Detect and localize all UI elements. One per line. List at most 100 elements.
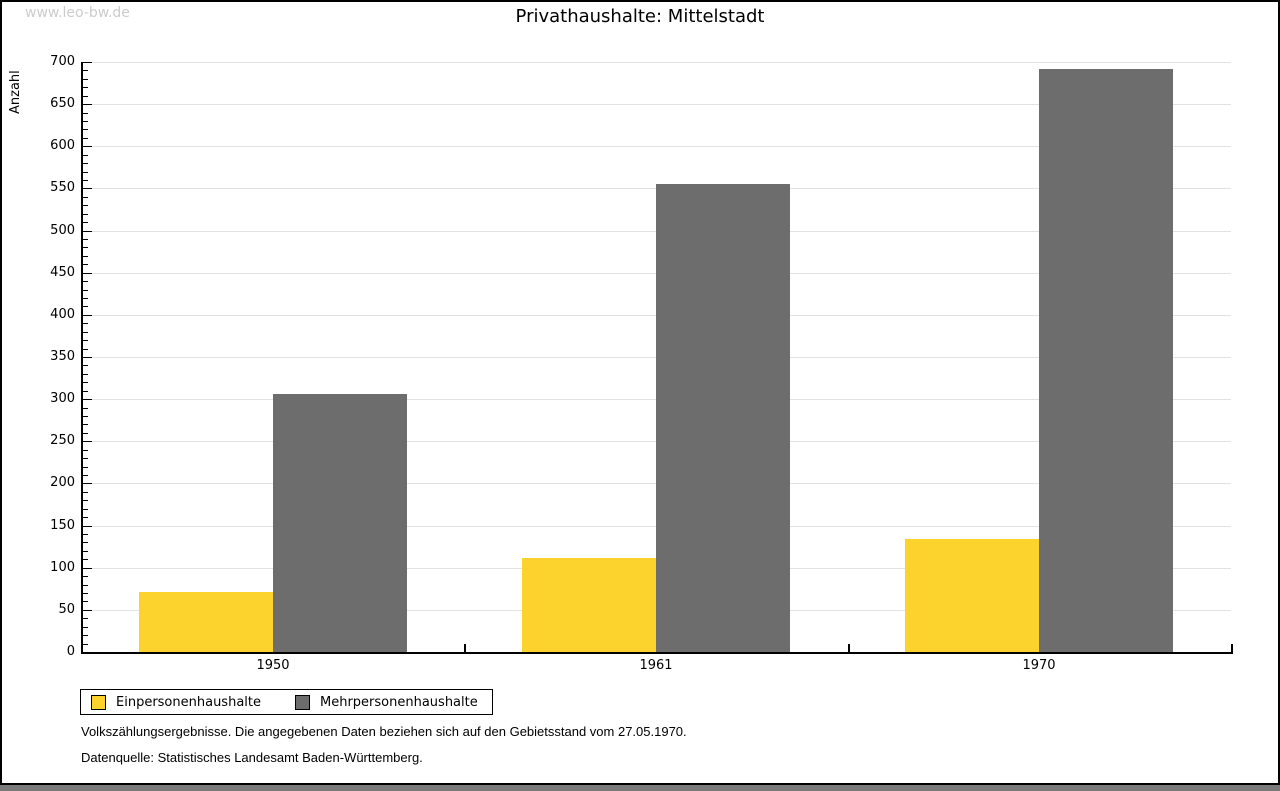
bar-mehrpersonenhaushalte-1950 bbox=[273, 394, 407, 652]
y-minor-tick bbox=[83, 239, 88, 240]
footnote-gebietsstand: Volkszählungsergebnisse. Die angegebenen… bbox=[81, 724, 687, 739]
x-axis-line bbox=[81, 652, 1233, 654]
y-major-tick bbox=[83, 568, 92, 569]
y-minor-tick bbox=[83, 323, 88, 324]
x-tick-label: 1961 bbox=[639, 658, 673, 673]
y-minor-tick bbox=[83, 509, 88, 510]
y-major-tick bbox=[83, 231, 92, 232]
y-minor-tick bbox=[83, 290, 88, 291]
y-minor-tick bbox=[83, 593, 88, 594]
y-minor-tick bbox=[83, 349, 88, 350]
watermark: www.leo-bw.de bbox=[25, 5, 130, 21]
y-minor-tick bbox=[83, 205, 88, 206]
y-tick-label: 600 bbox=[50, 138, 75, 153]
y-gridline bbox=[81, 146, 1231, 147]
y-gridline bbox=[81, 62, 1231, 63]
bar-mehrpersonenhaushalte-1970 bbox=[1039, 69, 1173, 652]
y-minor-tick bbox=[83, 222, 88, 223]
footnote-datenquelle: Datenquelle: Statistisches Landesamt Bad… bbox=[81, 750, 423, 765]
y-major-tick bbox=[83, 146, 92, 147]
y-minor-tick bbox=[83, 247, 88, 248]
y-minor-tick bbox=[83, 424, 88, 425]
y-tick-label: 0 bbox=[66, 644, 75, 659]
x-tick-label: 1950 bbox=[256, 658, 290, 673]
y-minor-tick bbox=[83, 585, 88, 586]
legend: Einpersonenhaushalte Mehrpersonenhaushalt… bbox=[80, 689, 493, 715]
y-minor-tick bbox=[83, 618, 88, 619]
bar-einpersonenhaushalte-1970 bbox=[905, 539, 1039, 652]
y-minor-tick bbox=[83, 576, 88, 577]
y-minor-tick bbox=[83, 391, 88, 392]
legend-label: Mehrpersonenhaushalte bbox=[320, 694, 478, 710]
y-minor-tick bbox=[83, 534, 88, 535]
y-minor-tick bbox=[83, 180, 88, 181]
y-tick-label: 200 bbox=[50, 475, 75, 490]
y-major-tick bbox=[83, 610, 92, 611]
y-major-tick bbox=[83, 441, 92, 442]
legend-item: Einpersonenhaushalte bbox=[91, 694, 261, 710]
y-tick-label: 650 bbox=[50, 96, 75, 111]
chart-title: Privathaushalte: Mittelstadt bbox=[515, 6, 765, 27]
y-minor-tick bbox=[83, 517, 88, 518]
y-tick-label: 400 bbox=[50, 307, 75, 322]
y-minor-tick bbox=[83, 138, 88, 139]
y-minor-tick bbox=[83, 340, 88, 341]
y-major-tick bbox=[83, 483, 92, 484]
y-major-tick bbox=[83, 526, 92, 527]
y-gridline bbox=[81, 104, 1231, 105]
y-minor-tick bbox=[83, 382, 88, 383]
y-minor-tick bbox=[83, 87, 88, 88]
y-minor-tick bbox=[83, 492, 88, 493]
y-tick-label: 50 bbox=[58, 602, 75, 617]
y-major-tick bbox=[83, 273, 92, 274]
y-minor-tick bbox=[83, 458, 88, 459]
y-minor-tick bbox=[83, 306, 88, 307]
y-minor-tick bbox=[83, 113, 88, 114]
y-minor-tick bbox=[83, 121, 88, 122]
legend-item: Mehrpersonenhaushalte bbox=[295, 694, 478, 710]
y-minor-tick bbox=[83, 197, 88, 198]
x-boundary-tick bbox=[848, 644, 850, 652]
y-minor-tick bbox=[83, 256, 88, 257]
bar-einpersonenhaushalte-1950 bbox=[139, 592, 273, 652]
y-minor-tick bbox=[83, 214, 88, 215]
y-minor-tick bbox=[83, 433, 88, 434]
y-minor-tick bbox=[83, 155, 88, 156]
y-tick-label: 350 bbox=[50, 349, 75, 364]
y-tick-label: 150 bbox=[50, 518, 75, 533]
y-minor-tick bbox=[83, 332, 88, 333]
x-boundary-tick bbox=[464, 644, 466, 652]
y-major-tick bbox=[83, 315, 92, 316]
y-minor-tick bbox=[83, 542, 88, 543]
y-major-tick bbox=[83, 104, 92, 105]
y-minor-tick bbox=[83, 475, 88, 476]
y-major-tick bbox=[83, 357, 92, 358]
y-tick-label: 700 bbox=[50, 54, 75, 69]
bottom-strip bbox=[0, 785, 1280, 791]
y-minor-tick bbox=[83, 644, 88, 645]
y-tick-label: 300 bbox=[50, 391, 75, 406]
y-major-tick bbox=[83, 399, 92, 400]
y-minor-tick bbox=[83, 281, 88, 282]
y-minor-tick bbox=[83, 500, 88, 501]
legend-swatch-icon bbox=[91, 694, 106, 710]
bar-mehrpersonenhaushalte-1961 bbox=[656, 184, 790, 652]
y-minor-tick bbox=[83, 467, 88, 468]
y-minor-tick bbox=[83, 163, 88, 164]
y-minor-tick bbox=[83, 298, 88, 299]
y-minor-tick bbox=[83, 601, 88, 602]
y-major-tick bbox=[83, 188, 92, 189]
y-minor-tick bbox=[83, 374, 88, 375]
y-minor-tick bbox=[83, 365, 88, 366]
y-tick-label: 100 bbox=[50, 560, 75, 575]
y-tick-label: 500 bbox=[50, 223, 75, 238]
y-tick-label: 450 bbox=[50, 265, 75, 280]
y-tick-label: 250 bbox=[50, 433, 75, 448]
y-minor-tick bbox=[83, 129, 88, 130]
x-tick-label: 1970 bbox=[1022, 658, 1056, 673]
y-tick-label: 550 bbox=[50, 180, 75, 195]
legend-label: Einpersonenhaushalte bbox=[116, 694, 261, 710]
x-boundary-tick bbox=[1231, 644, 1233, 652]
